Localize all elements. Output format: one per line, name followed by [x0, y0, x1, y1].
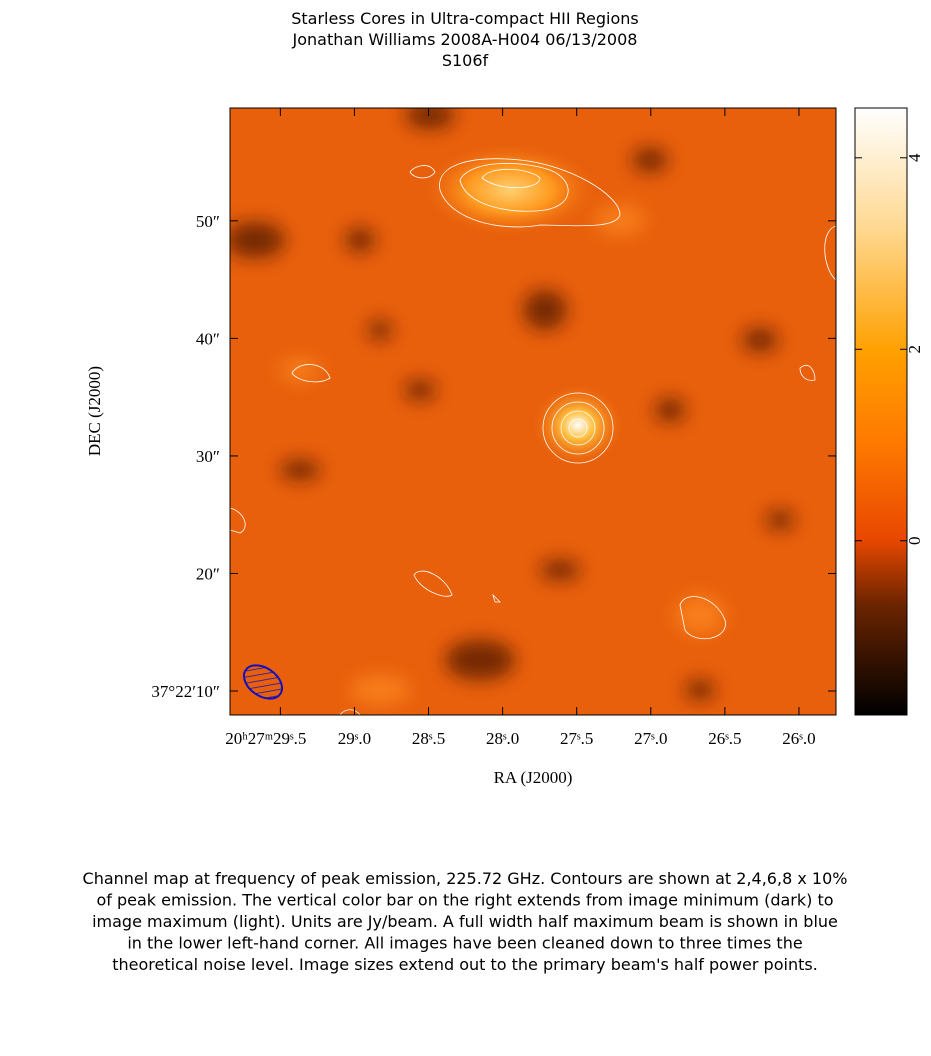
- x-tick-label: 20ʰ27ᵐ29ˢ.5: [225, 729, 306, 748]
- colorbar-tick-label: 2: [905, 345, 924, 354]
- caption-line: Channel map at frequency of peak emissio…: [83, 869, 848, 888]
- title: Starless Cores in Ultra-compact HII Regi…: [291, 9, 639, 70]
- title-line: Starless Cores in Ultra-compact HII Regi…: [291, 9, 639, 28]
- x-tick-label: 28ˢ.5: [412, 729, 445, 748]
- title-line: S106f: [442, 51, 489, 70]
- x-tick-label: 27ˢ.0: [634, 729, 667, 748]
- caption-line: of peak emission. The vertical color bar…: [96, 891, 833, 910]
- caption-line: in the lower left-hand corner. All image…: [127, 934, 802, 953]
- y-tick-label: 50″: [196, 212, 220, 231]
- colorbar-tick-label: 4: [905, 153, 924, 162]
- x-axis-label: RA (J2000): [494, 768, 573, 787]
- beam: [243, 664, 283, 700]
- frame: [229, 107, 837, 716]
- x-tick-label: 27ˢ.5: [560, 729, 593, 748]
- caption: Channel map at frequency of peak emissio…: [83, 869, 848, 974]
- x-tick-label: 26ˢ.5: [708, 729, 741, 748]
- y-tick-label: 30″: [196, 447, 220, 466]
- colorbar-tick-label: 0: [905, 537, 924, 546]
- x-tick-label: 29ˢ.0: [338, 729, 371, 748]
- image: [230, 108, 836, 715]
- y-tick-label: 20″: [196, 564, 220, 583]
- x-tick-label: 28ˢ.0: [486, 729, 519, 748]
- y-tick-label: 40″: [196, 329, 220, 348]
- x-tick-label: 26ˢ.0: [782, 729, 815, 748]
- caption-line: theoretical noise level. Image sizes ext…: [112, 955, 818, 974]
- colorbar: [854, 107, 908, 716]
- title-line: Jonathan Williams 2008A-H004 06/13/2008: [292, 30, 638, 49]
- y-tick-label: 37°22′10″: [151, 682, 220, 701]
- contours: [230, 158, 836, 715]
- caption-line: image maximum (light). Units are Jy/beam…: [92, 912, 838, 931]
- y-axis-label: DEC (J2000): [85, 366, 104, 456]
